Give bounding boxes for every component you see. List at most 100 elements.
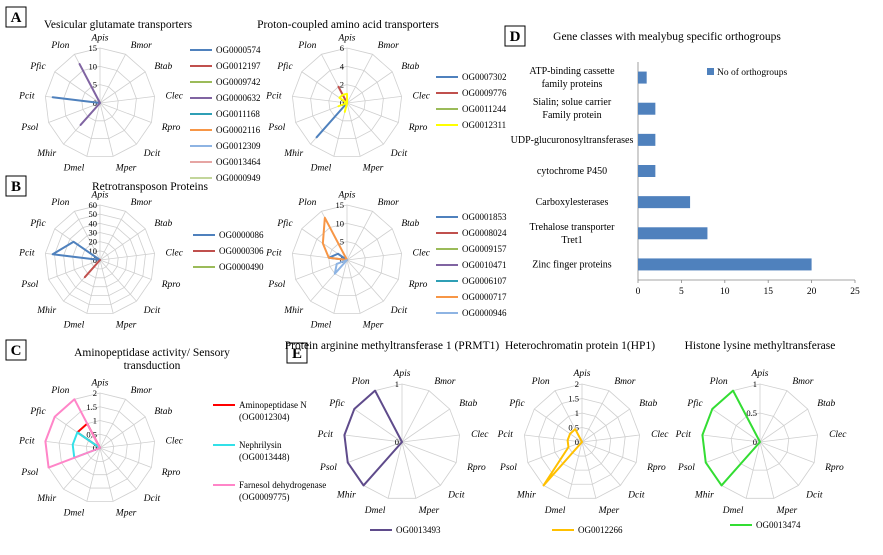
chart-title: Gene classes with mealybug specific orth… [553,31,781,43]
legend-entry: OG0009157 [462,244,507,254]
axis-label-pfic: Pfic [276,218,293,229]
spoke [401,441,457,463]
axis-label-dmel: Dmel [310,164,332,174]
axis-label-btab: Btab [154,407,172,417]
axis-label-apis: Apis [338,191,356,201]
spoke [354,408,403,443]
series-line-farnesol-dehydrogenase-og0009775- [44,398,101,469]
category-label: Trehalose transporter Tret1 [530,222,616,246]
panel-letter-d: D [510,29,521,45]
grid-ring [58,406,142,489]
axis-label-pcit: Pcit [675,430,692,440]
legend-entry: OG0013464 [216,157,261,167]
series-line-og0009776 [337,85,348,104]
grid-ring [54,213,146,305]
spoke [346,102,384,145]
bar-cytochrome-p450 [638,165,656,177]
grid-ring [291,204,403,314]
legend-entry: OG0012309 [216,141,261,151]
spoke [99,211,126,261]
bar-atp-binding-cassette-family-proteins [638,71,647,84]
spoke [534,408,583,443]
tick-label: 10 [336,218,345,228]
axis-label-psol: Psol [267,123,285,133]
axis-label-pcit: Pcit [18,249,35,259]
axis-label-bmor: Bmor [131,41,152,51]
axis-label-plon: Plon [50,386,69,396]
legend-entry: OG0012266 [578,525,623,535]
spoke [401,390,430,443]
spoke [54,71,101,104]
axis-label-rpro: Rpro [161,468,181,478]
axis-label-clec: Clec [413,92,431,102]
legend-entry: No of orthogroups [717,67,787,78]
axis-label-mhir: Mhir [694,491,714,501]
axis-label-bmor: Bmor [131,386,152,396]
axis-label-mper: Mper [362,164,384,174]
spoke [86,102,101,157]
legend-entry: OG0000306 [219,246,264,256]
spoke [567,441,583,499]
axis-label-clec: Clec [166,249,184,259]
radar-chart-7: Heterochromatin protein 1(HP1) Apis Bmor Bt… [497,340,670,535]
legend-entry: OG0009776 [462,88,507,98]
spoke [346,211,373,261]
axis-label-psol: Psol [20,123,38,133]
axis-label-rpro: Rpro [646,463,666,473]
axis-label-mhir: Mhir [36,494,56,504]
chart-title: Aminopeptidase activity/ Sensory transduc… [74,347,230,372]
series-line-og0000946 [333,259,348,275]
axis-label-btab: Btab [154,219,172,229]
legend-entry: OG0006107 [462,276,507,286]
tick-label: 60 [89,200,98,210]
legend-entry: OG0010471 [462,260,507,270]
spoke [99,102,137,145]
legend-entry: Aminopeptidase N (OG0012304) [239,400,307,422]
spoke [347,441,403,463]
radar-chart-0: Vesicular glutamate transporters Apis Bmor… [18,19,261,183]
axis-label-dmel: Dmel [63,164,85,174]
axis-label-pcit: Pcit [18,437,35,447]
grid-ring [291,47,403,157]
spoke [99,259,114,314]
axis-label-pcit: Pcit [265,249,282,259]
spoke [759,441,815,463]
axis-label-pfic: Pfic [686,398,703,409]
axis-label-clec: Clec [166,92,184,102]
series-line-og0000574 [51,96,101,104]
legend-swatch [707,68,714,75]
tick-label: 2 [575,379,579,389]
axis-label-apis: Apis [338,34,356,44]
spoke [387,441,403,499]
axis-label-mper: Mper [115,164,137,174]
axis-label-pfic: Pfic [276,61,293,72]
spoke [346,102,399,123]
axis-label-clec: Clec [471,430,489,440]
chart-title: Retrotransposon Proteins [92,181,208,193]
axis-label-plon: Plon [50,41,69,51]
spoke [401,434,460,443]
grid-ring [310,65,384,140]
legend-entry: OG0001853 [462,212,507,222]
chart-title-line: transduction [124,360,181,372]
legend-entry: OG0008024 [462,228,507,238]
tick-label: 1 [93,416,97,426]
category-label-line: ATP-binding cassette [529,66,615,77]
spoke [292,95,348,104]
axis-label-clec: Clec [829,430,847,440]
axis-label-clec: Clec [651,430,669,440]
series-line-og0013493 [343,389,403,487]
panel-label-b: B [5,175,27,197]
axis-label-mhir: Mhir [283,306,303,316]
chart-title: Vesicular glutamate transporters [44,19,193,31]
legend-entry: Farnesol dehydrogenase (OG0009775) [239,480,326,502]
panel-letter-a: A [11,10,22,26]
tick-label: 0 [93,443,97,453]
legend-entry-line: (OG0009775) [239,492,290,502]
spoke [74,211,101,261]
axis-label-btab: Btab [639,399,657,409]
bar-chart-gene-classes: Gene classes with mealybug specific orth… [511,31,860,297]
radar-chart-6: Protein arginine methyltransferase 1 (PR… [285,340,500,535]
legend-entry: OG0000949 [216,173,261,183]
